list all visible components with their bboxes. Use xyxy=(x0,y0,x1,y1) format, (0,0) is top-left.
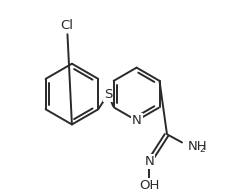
Text: S: S xyxy=(104,88,112,101)
Text: Cl: Cl xyxy=(61,19,73,32)
Text: N: N xyxy=(144,155,154,168)
Text: OH: OH xyxy=(139,179,160,192)
Text: 2: 2 xyxy=(199,145,205,154)
Text: NH: NH xyxy=(188,140,207,152)
Text: N: N xyxy=(132,114,142,127)
